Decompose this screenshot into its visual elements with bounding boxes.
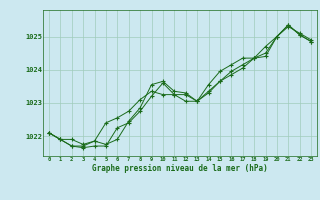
X-axis label: Graphe pression niveau de la mer (hPa): Graphe pression niveau de la mer (hPa) [92,164,268,173]
